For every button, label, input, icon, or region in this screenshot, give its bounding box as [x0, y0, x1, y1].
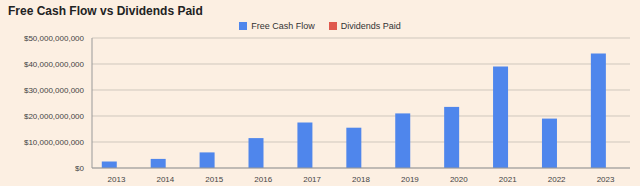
html-text:Free Cash Flow: Free Cash Flow	[251, 21, 315, 31]
svg-text:2018: 2018	[352, 175, 370, 184]
svg-text:$0: $0	[75, 164, 84, 173]
svg-text:2020: 2020	[450, 175, 468, 184]
svg-text:$20,000,000,000: $20,000,000,000	[24, 112, 85, 121]
svg-text:2022: 2022	[548, 175, 566, 184]
svg-text:$10,000,000,000: $10,000,000,000	[24, 138, 85, 147]
svg-text:2015: 2015	[205, 175, 223, 184]
html-text:Dividends Paid: Dividends Paid	[340, 21, 401, 31]
svg-text:2016: 2016	[254, 175, 272, 184]
svg-text:2014: 2014	[156, 175, 174, 184]
html-text:Free Cash Flow vs Dividends Pa: Free Cash Flow vs Dividends Paid	[8, 4, 203, 18]
svg-text:$30,000,000,000: $30,000,000,000	[24, 86, 85, 95]
svg-text:2017: 2017	[303, 175, 321, 184]
svg-text:$50,000,000,000: $50,000,000,000	[24, 34, 85, 43]
svg-text:$40,000,000,000: $40,000,000,000	[24, 60, 85, 69]
svg-text:2021: 2021	[499, 175, 517, 184]
svg-text:2023: 2023	[597, 175, 615, 184]
svg-text:2019: 2019	[401, 175, 419, 184]
svg-text:2013: 2013	[108, 175, 126, 184]
